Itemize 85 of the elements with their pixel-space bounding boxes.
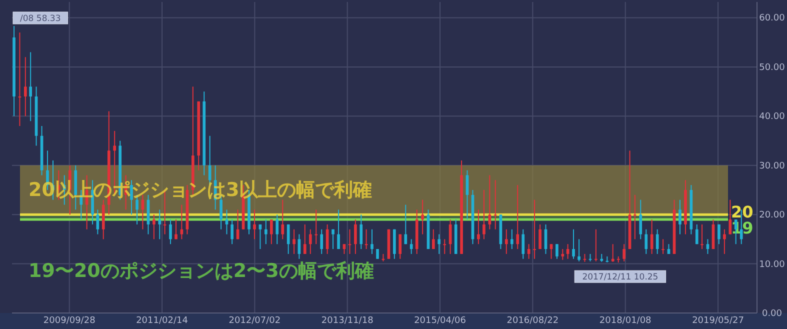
candlestick: [723, 228, 726, 254]
y-tick-label: 50.00: [759, 62, 786, 73]
x-tick-label: 2009/09/28: [43, 316, 96, 326]
candlestick: [527, 244, 530, 260]
candlestick: [281, 199, 284, 240]
candlestick: [443, 238, 446, 254]
ref-line-label: 20: [731, 202, 754, 222]
candlestick: [522, 228, 525, 260]
candlestick: [253, 209, 256, 240]
tooltip: 2017/12/11 10.25: [574, 270, 666, 283]
candlestick: [650, 219, 654, 254]
x-tick-label: 2016/08/22: [506, 316, 559, 326]
x-tick-label: 2013/11/18: [321, 316, 374, 326]
x-tick-label: 2015/04/06: [414, 316, 466, 326]
candlestick: [158, 209, 162, 240]
candlestick: [286, 224, 290, 254]
candlestick: [24, 56, 27, 117]
candlestick: [611, 244, 614, 262]
candlestick: [370, 228, 374, 254]
candlestick: [152, 214, 156, 240]
candlestick: [504, 228, 508, 254]
candlestick: [572, 228, 575, 260]
y-tick-label: 30.00: [759, 161, 786, 172]
tooltip: /08 58.33: [12, 12, 68, 24]
y-tick-label: 0.00: [762, 309, 782, 319]
candlestick: [270, 219, 273, 245]
candlestick: [656, 228, 659, 254]
candlestick: [410, 238, 413, 254]
candlestick: [354, 219, 357, 254]
y-tick-label: 60.00: [759, 14, 786, 24]
candlestick: [662, 238, 664, 254]
candlestick: [561, 248, 564, 260]
x-tick-label: 2011/02/14: [136, 316, 188, 326]
candlestick: [230, 219, 234, 245]
candlestick: [364, 228, 368, 250]
candlestick: [622, 244, 626, 262]
candlestick: [700, 224, 704, 250]
candlestick: [482, 189, 486, 240]
annotation: /08 58.33: [20, 14, 61, 24]
candlestick: [583, 253, 586, 262]
y-tick-label: 10.00: [759, 260, 786, 270]
candlestick: [404, 204, 408, 245]
candlestick: [556, 244, 558, 260]
candlestick: [432, 228, 435, 250]
candlestick: [18, 32, 22, 127]
x-tick-label: 2012/07/02: [228, 316, 281, 326]
candlestick: [578, 238, 580, 262]
candlestick: [276, 214, 279, 245]
annotation: 19〜20のポジションは2〜3の幅で利確: [28, 260, 374, 282]
candlestick: [398, 234, 402, 260]
candlestick: [477, 209, 480, 245]
candlestick: [421, 199, 424, 235]
candlestick: [639, 199, 642, 240]
x-tick-label: 2019/05/27: [692, 316, 744, 326]
candlestick: [695, 224, 698, 245]
candlestick: [633, 194, 636, 240]
candlestick: [644, 228, 648, 254]
candlestick: [494, 180, 497, 230]
candlestick: [510, 228, 514, 250]
candlestick: [308, 228, 312, 254]
candlestick: [516, 184, 520, 250]
candlestick: [360, 214, 363, 250]
candlestick: [718, 224, 720, 245]
x-tick-label: 2018/01/08: [599, 316, 652, 326]
candlestick: [538, 224, 542, 250]
candlestick: [438, 234, 441, 254]
candlestick: [594, 228, 598, 262]
candlestick: [728, 199, 732, 235]
candlestick: [264, 219, 268, 245]
candlestick: [314, 209, 318, 245]
y-tick-label: 40.00: [759, 112, 786, 122]
candlestick: [292, 228, 296, 254]
candlestick: [303, 224, 306, 254]
candlestick: [348, 228, 352, 254]
candlestick: [678, 199, 682, 235]
candlestick: [332, 228, 334, 250]
candlestick: [488, 174, 492, 230]
candlestick: [533, 199, 536, 260]
y-tick-label: 20.00: [759, 210, 786, 221]
candlestick: [337, 209, 340, 250]
candlestick: [320, 228, 324, 254]
candlestick: [174, 219, 178, 240]
annotation: 2017/12/11 10.25: [582, 272, 658, 283]
candlestick: [169, 219, 172, 245]
candlestick: [29, 52, 32, 122]
